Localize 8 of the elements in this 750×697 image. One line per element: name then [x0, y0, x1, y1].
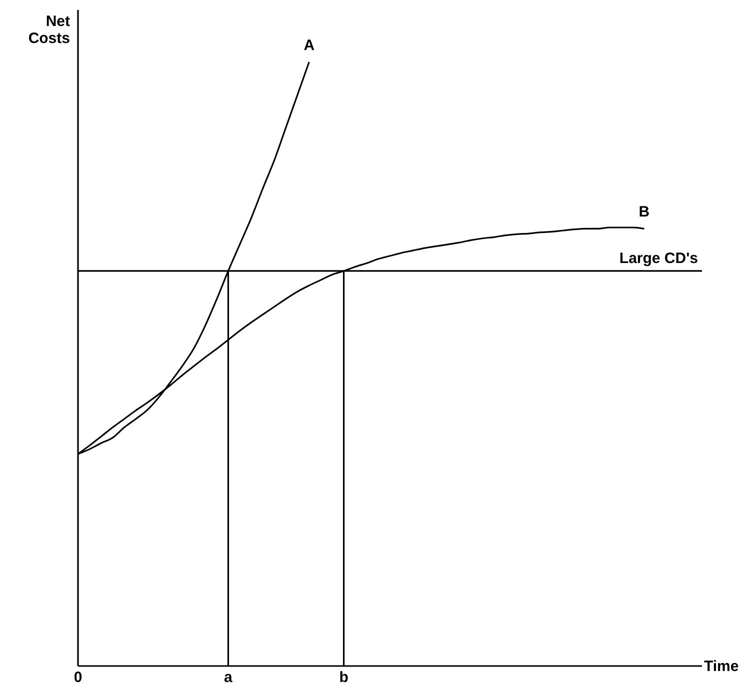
y-axis-title: Net Costs	[28, 13, 70, 47]
x-tick-label: b	[339, 669, 348, 686]
x-tick-label: 0	[74, 669, 82, 686]
x-axis-title: Time	[704, 658, 739, 675]
x-tick-label: a	[224, 669, 234, 686]
series-label: A	[304, 37, 315, 54]
series-label: B	[638, 204, 650, 221]
ref-line-label: Large CD's	[619, 250, 698, 267]
